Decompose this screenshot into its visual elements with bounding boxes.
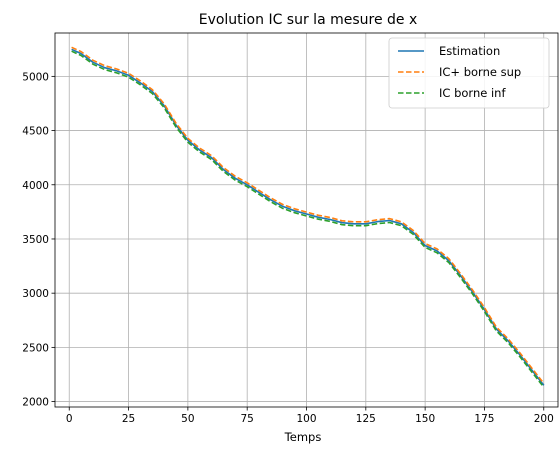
legend-label-3: IC borne inf bbox=[439, 86, 506, 100]
x-tick-label: 125 bbox=[356, 413, 376, 425]
x-tick-label: 175 bbox=[474, 413, 494, 425]
x-tick-label: 25 bbox=[122, 413, 135, 425]
legend-label-1: Estimation bbox=[439, 44, 500, 58]
series-line-2 bbox=[71, 46, 545, 384]
y-tick-label: 2500 bbox=[22, 342, 49, 354]
x-axis-label: Temps bbox=[284, 430, 322, 444]
y-tick-label: 3500 bbox=[22, 234, 49, 246]
x-tick-label: 50 bbox=[181, 413, 194, 425]
series-line-3 bbox=[71, 50, 545, 388]
chart-title: Evolution IC sur la mesure de x bbox=[199, 12, 418, 28]
y-tick-label: 3000 bbox=[22, 288, 49, 300]
y-tick-label: 2000 bbox=[22, 397, 49, 409]
legend-box bbox=[388, 37, 550, 109]
plot-series bbox=[71, 46, 545, 388]
legend: Estimation IC+ borne sup IC borne inf bbox=[388, 37, 550, 109]
y-tick-label: 4500 bbox=[22, 126, 49, 138]
y-tick-label: 5000 bbox=[22, 71, 49, 83]
legend-label-2: IC+ borne sup bbox=[439, 65, 521, 79]
x-tick-label: 75 bbox=[240, 413, 253, 425]
y-tick-label: 4000 bbox=[22, 180, 49, 192]
axis-ticks: 0 25 50 75 100 125 150 175 200 2000 2500 3000 3500 40… bbox=[22, 71, 554, 425]
x-tick-label: 100 bbox=[296, 413, 316, 425]
x-tick-label: 0 bbox=[66, 413, 73, 425]
x-tick-label: 150 bbox=[415, 413, 435, 425]
grid bbox=[55, 33, 558, 407]
series-line-1 bbox=[71, 48, 545, 386]
x-tick-label: 200 bbox=[534, 413, 554, 425]
